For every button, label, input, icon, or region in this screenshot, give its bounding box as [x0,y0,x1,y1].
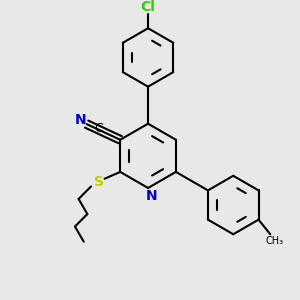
Text: C: C [94,122,103,134]
Text: N: N [146,189,158,203]
Text: N: N [75,113,87,127]
Text: S: S [94,175,104,189]
Text: CH₃: CH₃ [265,236,283,246]
Text: Cl: Cl [141,0,155,14]
